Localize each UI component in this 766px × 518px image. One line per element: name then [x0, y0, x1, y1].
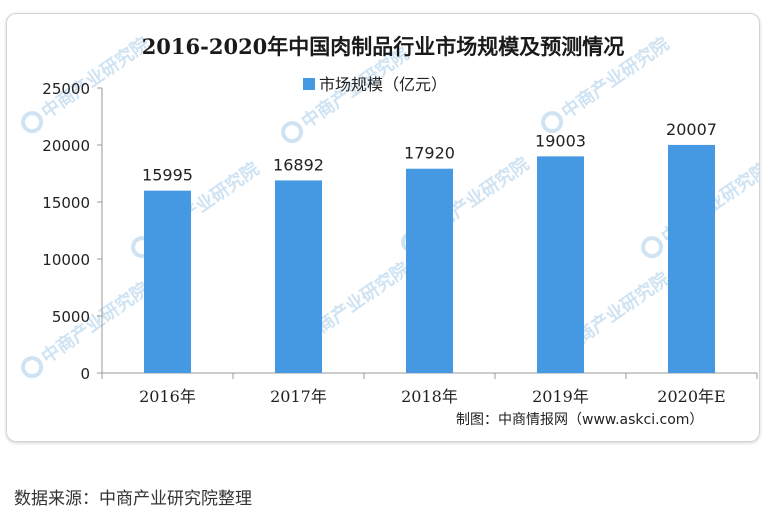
watermark-logo-icon	[21, 111, 44, 134]
watermark-logo-icon	[641, 236, 664, 259]
bar-value-label: 19003	[535, 131, 586, 150]
bar-value-label: 16892	[273, 155, 324, 174]
y-tick-label: 20000	[42, 137, 90, 155]
x-tick-label: 2016年	[139, 387, 196, 406]
x-tick-label: 2019年	[532, 387, 589, 406]
bar	[144, 190, 191, 373]
bar-series: 15995 16892 17920 19003 20007	[142, 120, 717, 373]
legend-label: 市场规模（亿元）	[319, 75, 447, 94]
bar	[275, 180, 322, 373]
bar-value-label: 17920	[404, 144, 455, 163]
watermark-logo-icon	[541, 111, 564, 134]
y-tick-label: 10000	[42, 251, 90, 269]
watermark-logo-icon	[21, 356, 44, 379]
bar	[537, 156, 584, 373]
watermark-logo-icon	[281, 121, 304, 144]
y-tick-label: 25000	[42, 80, 90, 98]
legend: 市场规模（亿元）	[303, 75, 447, 94]
legend-swatch	[303, 78, 315, 90]
y-tick-label: 0	[80, 365, 90, 383]
y-tick-label: 15000	[42, 194, 90, 212]
bar-value-label: 20007	[666, 120, 717, 139]
bar-value-label: 15995	[142, 166, 193, 185]
watermark-text: 中商产业研究院	[37, 33, 153, 123]
x-tick-label: 2018年	[401, 387, 458, 406]
chart-container: 中商产业研究院 中商产业研究院 中商产业研究院 中商产业研究院 中商产业研究院 中商产业研…	[6, 13, 760, 442]
chart-credit: 制图：中商情报网（www.askci.com）	[456, 412, 703, 428]
chart-title: 2016-2020年中国肉制品行业市场规模及预测情况	[142, 34, 625, 59]
y-tick-label: 5000	[52, 308, 90, 326]
x-axis: 2016年 2017年 2018年 2019年 2020年E	[101, 372, 758, 406]
source-note: 数据来源：中商产业研究院整理	[14, 489, 252, 509]
bar	[406, 168, 453, 373]
y-axis: 0 5000 10000 15000 20000 25000	[42, 80, 103, 383]
bar	[668, 144, 715, 373]
x-tick-label: 2017年	[270, 387, 327, 406]
x-tick-label: 2020年E	[657, 387, 725, 406]
